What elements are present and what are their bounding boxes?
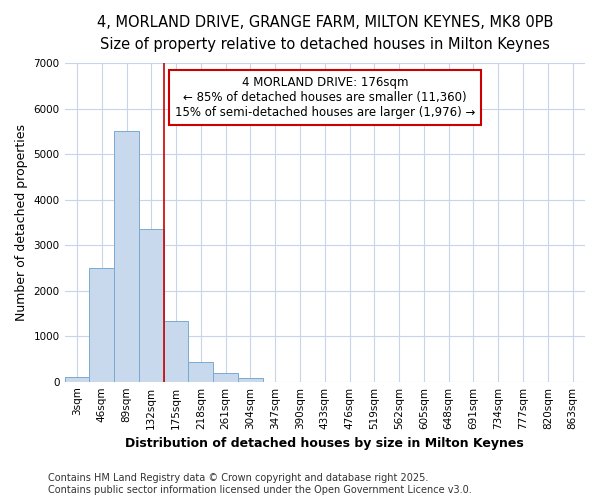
Y-axis label: Number of detached properties: Number of detached properties (15, 124, 28, 321)
Bar (139, 229, 164, 382)
Text: 4 MORLAND DRIVE: 176sqm
← 85% of detached houses are smaller (11,360)
15% of sem: 4 MORLAND DRIVE: 176sqm ← 85% of detache… (175, 76, 475, 119)
Bar (65, 377, 89, 382)
Title: 4, MORLAND DRIVE, GRANGE FARM, MILTON KEYNES, MK8 0PB
Size of property relative : 4, MORLAND DRIVE, GRANGE FARM, MILTON KE… (97, 15, 553, 52)
X-axis label: Distribution of detached houses by size in Milton Keynes: Distribution of detached houses by size … (125, 437, 524, 450)
Bar (188, 362, 213, 382)
Bar (164, 321, 188, 382)
Text: Contains HM Land Registry data © Crown copyright and database right 2025.
Contai: Contains HM Land Registry data © Crown c… (48, 474, 472, 495)
Bar (89, 268, 114, 382)
Bar (114, 132, 139, 382)
Bar (238, 378, 263, 382)
Bar (213, 372, 238, 382)
